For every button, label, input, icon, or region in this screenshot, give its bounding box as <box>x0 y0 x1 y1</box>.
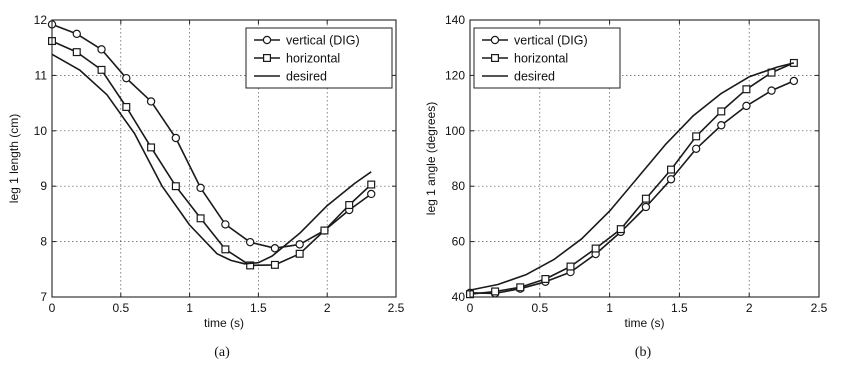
data-point-circle <box>666 175 676 184</box>
chart-panel-a: 0 0.5 1 1.5 2 2.5 7 8 9 10 11 12 time (s) leg 1 lengt… <box>7 13 405 360</box>
x-tick-label: 1 <box>186 301 193 315</box>
data-point-square <box>641 194 650 203</box>
y-tick-label: 80 <box>452 179 466 193</box>
x-tick-label: 0 <box>49 301 56 315</box>
x-tick-label: 1.5 <box>250 301 267 315</box>
data-point-circle <box>691 144 701 154</box>
y-axis-label: leg 1 length (cm) <box>7 114 21 203</box>
y-tick-label: 40 <box>452 290 466 304</box>
data-point-circle <box>295 240 304 249</box>
series-line-circle <box>51 23 372 249</box>
data-point-square <box>541 274 550 283</box>
data-point-circle <box>717 121 726 130</box>
data-point-circle <box>221 220 230 229</box>
x-axis-label: time (s) <box>204 316 244 330</box>
x-tick-label: 2 <box>324 301 331 315</box>
data-point-square <box>72 48 81 57</box>
data-point-circle <box>367 189 376 199</box>
data-point-square <box>566 262 575 271</box>
y-tick-label: 140 <box>445 13 465 27</box>
y-axis-label: leg 1 angle (degrees) <box>424 102 438 215</box>
data-point-circle <box>767 86 776 95</box>
data-point-square <box>591 244 600 253</box>
legend-marker-circle <box>490 35 500 45</box>
data-point-square <box>345 201 354 210</box>
y-tick-label: 60 <box>452 235 466 249</box>
data-point-square <box>742 85 751 94</box>
axes-frame <box>469 19 820 298</box>
legend: vertical (DIG) horizontal desired <box>245 27 393 89</box>
legend-label: horizontal <box>514 52 568 66</box>
data-point-square <box>616 225 625 234</box>
data-point-circle <box>245 237 255 247</box>
x-tick-label: 1 <box>606 301 613 315</box>
y-tick-label: 7 <box>40 290 47 304</box>
x-tick-label: 2.5 <box>811 301 828 315</box>
x-tick-label: 0.5 <box>531 301 548 315</box>
y-tick-label: 12 <box>34 13 48 27</box>
data-point-square <box>516 283 525 292</box>
y-tick-label: 8 <box>40 235 47 249</box>
x-tick-label: 2.5 <box>388 301 405 315</box>
legend: vertical (DIG) horizontal desired <box>473 27 621 89</box>
y-tick-label: 9 <box>40 179 47 193</box>
legend-marker-circle <box>262 35 272 45</box>
legend-label: desired <box>286 70 327 84</box>
x-tick-label: 1.5 <box>671 301 688 315</box>
series-line-none <box>51 53 372 265</box>
data-point-circle <box>270 244 280 253</box>
data-point-square <box>147 143 156 152</box>
data-point-square <box>270 260 279 269</box>
data-point-square <box>717 107 726 116</box>
data-point-square <box>692 132 701 141</box>
x-tick-label: 0 <box>467 301 474 315</box>
y-tick-label: 11 <box>35 68 48 82</box>
x-tick-label: 0.5 <box>112 301 129 315</box>
legend-marker-square <box>491 53 500 62</box>
legend-marker-square <box>263 53 272 62</box>
x-tick-label: 2 <box>746 301 753 315</box>
series-line-none <box>469 62 795 291</box>
data-point-circle <box>641 202 651 212</box>
data-point-square <box>667 165 676 174</box>
data-point-square <box>221 245 230 254</box>
data-point-circle <box>146 97 156 106</box>
data-point-square <box>491 287 500 296</box>
axes-frame <box>51 19 397 298</box>
data-point-circle <box>742 101 751 111</box>
series-line-circle <box>469 80 795 295</box>
data-point-square <box>97 65 106 74</box>
data-point-square <box>367 180 376 189</box>
data-point-circle <box>196 183 205 193</box>
y-tick-label: 100 <box>445 124 465 138</box>
data-point-circle <box>72 29 81 39</box>
data-point-circle <box>171 133 181 143</box>
data-point-circle <box>789 76 799 86</box>
y-tick-label: 120 <box>445 68 465 82</box>
y-tick-label: 10 <box>34 124 48 138</box>
series-line-square <box>51 40 372 267</box>
data-point-circle <box>97 45 106 54</box>
legend-label: desired <box>514 70 555 84</box>
data-point-square <box>171 182 180 191</box>
data-point-square <box>246 261 255 270</box>
x-axis-label: time (s) <box>625 316 665 330</box>
data-point-square <box>196 214 205 223</box>
data-point-circle <box>122 73 131 83</box>
legend-label: vertical (DIG) <box>286 34 360 48</box>
legend-label: horizontal <box>286 52 340 66</box>
panel-caption: (a) <box>214 345 230 360</box>
chart-panel-b: 0 0.5 1 1.5 2 2.5 40 60 80 100 120 140 time (s) leg 1… <box>424 13 828 360</box>
series-line-square <box>469 62 795 295</box>
legend-label: vertical (DIG) <box>514 34 588 48</box>
panel-caption: (b) <box>635 345 652 360</box>
data-point-square <box>320 226 329 235</box>
data-point-square <box>122 102 131 111</box>
data-point-square <box>295 249 304 258</box>
